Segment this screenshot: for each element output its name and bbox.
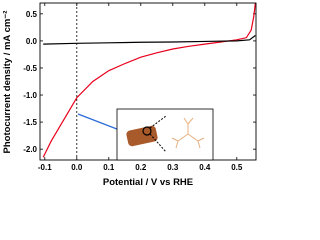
inset bbox=[77, 108, 214, 161]
x-tick-label: 0.2 bbox=[135, 163, 147, 172]
molecule bbox=[171, 117, 205, 149]
data-line bbox=[42, 2, 256, 158]
y-tick-label: 0.5 bbox=[26, 10, 38, 19]
zoom-line bbox=[149, 133, 167, 153]
y-tick-label: -1.5 bbox=[23, 118, 37, 127]
inset-frame bbox=[116, 108, 214, 161]
zoom-circle bbox=[142, 126, 152, 136]
nanorod bbox=[126, 125, 158, 147]
x-tick-label: 0.0 bbox=[71, 163, 83, 172]
page: {"chart_data": {"type": "line", "xlabel"… bbox=[2, 2, 257, 188]
arrow bbox=[77, 113, 123, 132]
y-tick-label: -0.5 bbox=[23, 64, 37, 73]
chart: -0.1 0.0 0.1 0.2 0.3 0.4 0.5 0.5 0.0 -0.5 -1.0 -1.5… bbox=[2, 2, 257, 188]
y-tick-label: 0.0 bbox=[26, 37, 38, 46]
x-tick-label: 0.5 bbox=[231, 163, 243, 172]
x-tick-label: 0.1 bbox=[103, 163, 115, 172]
x-axis-title: Potential / V vs RHE bbox=[103, 177, 193, 188]
x-tick-label: -0.1 bbox=[38, 163, 52, 172]
data-line bbox=[43, 35, 256, 45]
y-tick-label: -2.0 bbox=[23, 145, 37, 154]
x-tick-label: 0.4 bbox=[199, 163, 211, 172]
y-tick-label: -1.0 bbox=[23, 91, 37, 100]
y-axis-title: Photocurrent density / mA cm⁻² bbox=[2, 11, 13, 154]
x-tick-label: 0.3 bbox=[167, 163, 179, 172]
